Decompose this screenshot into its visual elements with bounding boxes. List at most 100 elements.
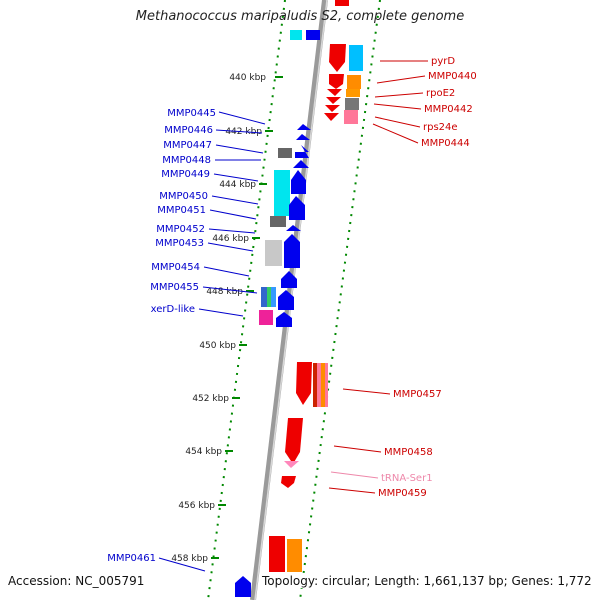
gene-block[interactable]	[325, 363, 328, 407]
gene-label[interactable]: rps24e	[423, 122, 458, 133]
gene-arrow[interactable]	[284, 234, 300, 268]
label-leader	[208, 228, 256, 234]
label-leader	[374, 116, 421, 128]
gene-block[interactable]	[287, 539, 302, 572]
gene-block[interactable]	[344, 110, 358, 124]
gene-label[interactable]: MMP0455	[150, 282, 199, 293]
gene-arrow[interactable]	[281, 271, 297, 288]
gene-arrow[interactable]	[327, 89, 342, 96]
gene-block[interactable]	[306, 30, 320, 40]
gene-block[interactable]	[274, 170, 290, 216]
scale-label: 440 kbp	[229, 73, 266, 83]
gene-block[interactable]	[265, 240, 282, 266]
gene-label[interactable]: MMP0440	[428, 71, 477, 82]
gene-label[interactable]: MMP0454	[151, 262, 200, 273]
map-title: Methanococcus maripaludis S2, complete g…	[135, 9, 465, 24]
gene-arrow[interactable]	[295, 145, 309, 158]
gene-block[interactable]	[278, 148, 292, 158]
scale-label: 444 kbp	[219, 180, 256, 190]
genome-stats-footer: Topology: circular; Length: 1,661,137 bp…	[262, 574, 592, 588]
accession-label: Accession:	[8, 574, 72, 588]
gene-block[interactable]	[270, 216, 286, 227]
gene-label[interactable]: MMP0451	[157, 205, 206, 216]
right-tick-rail	[299, 0, 381, 600]
scale-label: 450 kbp	[199, 341, 236, 351]
gene-arrow[interactable]	[296, 362, 312, 405]
gene-arrow[interactable]	[324, 113, 339, 121]
scale-label: 456 kbp	[178, 501, 215, 511]
gene-arrow[interactable]	[286, 225, 301, 231]
gene-arrow[interactable]	[329, 44, 346, 72]
label-leader	[215, 144, 264, 154]
gene-label[interactable]: MMP0453	[155, 238, 204, 249]
label-leader	[374, 92, 424, 98]
length-value: 1,661,137 bp	[423, 574, 504, 588]
label-leader	[376, 75, 426, 84]
gene-block[interactable]	[321, 363, 325, 407]
gene-arrow[interactable]	[296, 134, 310, 140]
gene-label[interactable]: MMP0444	[421, 138, 470, 149]
label-leader	[211, 195, 259, 205]
minus-strand-labels: MMP0445 MMP0446 MMP0447 MMP0448 MMP0449 …	[107, 108, 266, 572]
gene-block[interactable]	[347, 75, 361, 89]
genes-label: Genes:	[511, 574, 554, 588]
gene-label[interactable]: MMP0442	[424, 104, 473, 115]
topology-label: Topology:	[262, 574, 319, 588]
gene-label[interactable]: pyrD	[431, 56, 455, 67]
length-label: Length:	[374, 574, 420, 588]
gene-arrow[interactable]	[285, 418, 303, 464]
gene-arrow[interactable]	[278, 290, 294, 310]
gene-block[interactable]	[335, 0, 349, 6]
gene-arrow[interactable]	[276, 312, 292, 327]
label-leader	[215, 129, 263, 134]
gene-block[interactable]	[346, 89, 360, 97]
gene-label[interactable]: MMP0447	[163, 140, 212, 151]
gene-block[interactable]	[267, 287, 271, 307]
left-tick-rail	[207, 0, 286, 600]
gene-arrow[interactable]	[281, 476, 296, 488]
gene-arrow[interactable]	[284, 461, 299, 468]
gene-arrow[interactable]	[329, 74, 344, 89]
gene-block[interactable]	[349, 45, 363, 71]
gene-label[interactable]: MMP0450	[159, 191, 208, 202]
label-leader	[158, 557, 206, 572]
gene-label[interactable]: MMP0457	[393, 389, 442, 400]
gene-arrow[interactable]	[293, 160, 309, 168]
label-leader	[207, 242, 254, 252]
gene-label[interactable]: tRNA-Ser1	[381, 473, 433, 484]
gene-block[interactable]	[261, 287, 267, 307]
label-leader	[333, 445, 382, 453]
gene-arrow[interactable]	[289, 196, 305, 220]
gene-label[interactable]: MMP0448	[162, 155, 211, 166]
gene-arrow[interactable]	[235, 576, 251, 597]
gene-block[interactable]	[313, 363, 317, 407]
scale-label: 448 kbp	[206, 287, 243, 297]
gene-block[interactable]	[271, 287, 276, 307]
gene-arrow[interactable]	[326, 97, 341, 104]
gene-arrow[interactable]	[297, 124, 311, 130]
gene-label[interactable]: MMP0449	[161, 169, 210, 180]
gene-label[interactable]: MMP0461	[107, 553, 156, 564]
label-leader	[213, 173, 259, 182]
genes-value: 1,772	[557, 574, 592, 588]
gene-block[interactable]	[269, 536, 285, 572]
label-leader	[198, 308, 244, 317]
scale-label: 452 kbp	[192, 394, 229, 404]
label-leader	[202, 286, 258, 294]
accession-footer: Accession: NC_005791	[8, 574, 145, 588]
gene-block[interactable]	[317, 363, 321, 407]
gene-arrow[interactable]	[291, 170, 306, 194]
gene-label[interactable]: MMP0452	[156, 224, 205, 235]
gene-arrow[interactable]	[325, 105, 340, 112]
gene-label[interactable]: MMP0458	[384, 447, 433, 458]
gene-label[interactable]: rpoE2	[426, 88, 455, 99]
gene-label[interactable]: MMP0445	[167, 108, 216, 119]
gene-block[interactable]	[259, 310, 273, 325]
gene-block[interactable]	[290, 30, 302, 40]
plus-strand-features	[269, 0, 363, 572]
gene-label[interactable]: MMP0446	[164, 125, 213, 136]
gene-label[interactable]: MMP0459	[378, 488, 427, 499]
gene-block[interactable]	[345, 98, 359, 110]
gene-label[interactable]: xerD-like	[151, 304, 195, 315]
